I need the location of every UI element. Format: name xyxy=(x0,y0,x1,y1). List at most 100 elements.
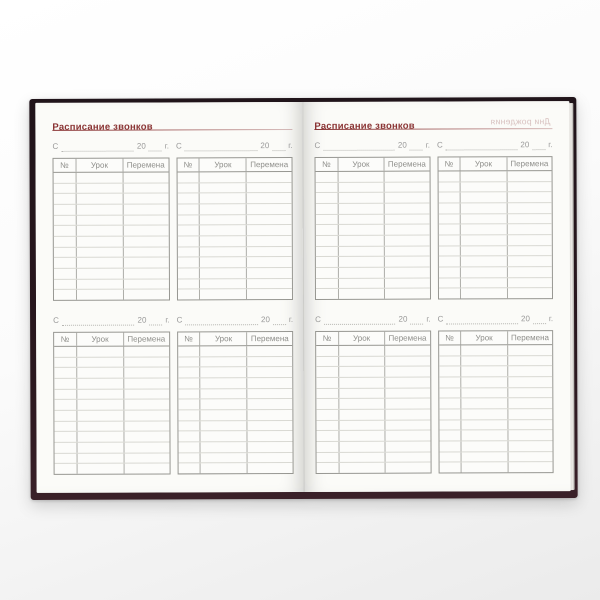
empty-cell xyxy=(461,245,508,256)
table-row xyxy=(54,453,170,465)
empty-cell xyxy=(200,225,248,236)
empty-cell xyxy=(247,172,292,182)
table-row xyxy=(53,247,169,259)
empty-cell xyxy=(200,463,248,474)
schedule-section-bottom: С 20 г. № Урок Перемена xyxy=(53,313,294,475)
date-line: С 20 г. xyxy=(52,139,169,152)
empty-cell xyxy=(53,215,77,226)
year-label: 20 xyxy=(137,315,147,325)
empty-cell xyxy=(508,409,552,419)
date-suffix: г. xyxy=(288,141,293,151)
dotted-leader xyxy=(185,315,259,326)
empty-cell xyxy=(461,288,508,299)
empty-cell xyxy=(508,441,552,451)
empty-cell xyxy=(461,345,508,356)
empty-cell xyxy=(124,258,169,268)
table-row xyxy=(54,442,170,454)
empty-cell xyxy=(461,377,509,388)
table-row xyxy=(178,452,293,464)
table-row xyxy=(439,441,553,453)
schedule-block: С 20 г. № Урок Перемена xyxy=(438,312,554,474)
table-row xyxy=(53,225,169,237)
empty-cell xyxy=(123,172,168,182)
empty-cell xyxy=(460,224,508,235)
empty-cell xyxy=(200,246,248,257)
date-suffix: г. xyxy=(164,141,169,151)
empty-cell xyxy=(507,235,551,245)
table-row xyxy=(315,267,430,279)
table-row xyxy=(438,267,552,279)
dotted-leader xyxy=(323,140,395,151)
table-row xyxy=(438,398,553,410)
empty-cell xyxy=(385,214,429,224)
empty-cell xyxy=(508,289,552,299)
table-row xyxy=(315,235,430,247)
empty-cell xyxy=(248,442,293,452)
empty-cell xyxy=(507,224,551,234)
table-header-row: № Урок Перемена xyxy=(438,157,552,172)
empty-cell xyxy=(77,464,125,474)
table-row xyxy=(439,451,553,463)
table-row xyxy=(315,214,430,226)
schedule-block: С 20 г. № Урок Перемена xyxy=(437,138,554,300)
empty-cell xyxy=(339,420,386,431)
empty-cell xyxy=(124,464,169,474)
schedule-section-bottom: С 20 г. № Урок Перемена xyxy=(315,312,554,474)
table-row xyxy=(438,430,553,442)
table-body xyxy=(177,346,293,474)
empty-cell xyxy=(248,399,293,409)
empty-cell xyxy=(248,367,293,377)
empty-cell xyxy=(507,214,551,224)
empty-cell xyxy=(508,377,552,387)
empty-cell xyxy=(438,366,462,377)
empty-cell xyxy=(461,441,509,452)
empty-cell xyxy=(77,367,125,378)
empty-cell xyxy=(338,235,386,246)
empty-cell xyxy=(438,420,462,430)
empty-cell xyxy=(508,366,552,376)
empty-cell xyxy=(508,398,552,408)
empty-cell xyxy=(54,432,78,442)
empty-cell xyxy=(200,289,248,300)
header-cell-lesson: Урок xyxy=(199,158,247,172)
empty-cell xyxy=(53,183,77,194)
header-cell-break: Перемена xyxy=(387,159,426,169)
empty-cell xyxy=(247,193,292,203)
empty-cell xyxy=(124,290,169,300)
empty-cell xyxy=(438,182,461,192)
header-cell-lesson: Урок xyxy=(460,157,508,171)
year-label: 20 xyxy=(260,141,270,151)
empty-cell xyxy=(124,443,169,453)
empty-cell xyxy=(386,410,430,420)
empty-cell xyxy=(124,247,169,257)
empty-cell xyxy=(177,204,201,215)
table-row xyxy=(438,171,552,183)
empty-cell xyxy=(339,409,386,420)
table-body xyxy=(53,172,169,300)
empty-cell xyxy=(177,421,201,431)
empty-cell xyxy=(124,357,169,367)
empty-cell xyxy=(177,172,200,183)
header-cell-break: Перемена xyxy=(126,160,165,170)
header-cell-lesson: Урок xyxy=(77,332,124,346)
empty-cell xyxy=(460,171,508,182)
table-row xyxy=(53,236,169,248)
date-prefix: С xyxy=(53,315,59,325)
empty-cell xyxy=(177,389,201,399)
empty-cell xyxy=(315,225,339,235)
empty-cell xyxy=(338,193,385,203)
empty-cell xyxy=(53,204,77,215)
empty-cell xyxy=(316,452,340,463)
empty-cell xyxy=(177,257,201,268)
empty-cell xyxy=(200,204,248,215)
empty-cell xyxy=(385,356,429,366)
empty-cell xyxy=(438,430,462,441)
empty-cell xyxy=(461,462,509,473)
empty-cell xyxy=(76,268,124,279)
empty-cell xyxy=(54,389,78,400)
empty-cell xyxy=(124,269,169,279)
table-row xyxy=(438,277,552,289)
schedule-table: № Урок Перемена xyxy=(315,330,432,474)
table-row xyxy=(438,192,552,204)
schedule-block: С 20 г. № Урок Перемена xyxy=(315,313,432,474)
